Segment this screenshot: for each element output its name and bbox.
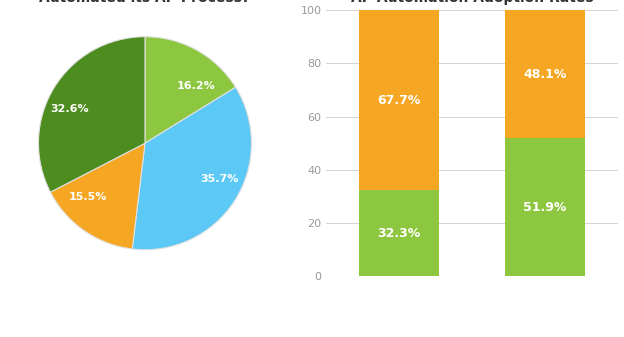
Wedge shape <box>145 37 236 143</box>
Bar <box>359 10 439 190</box>
Bar <box>505 10 585 138</box>
Wedge shape <box>132 87 251 250</box>
Text: 48.1%: 48.1% <box>524 68 567 81</box>
Title: Has Your Organization
Automated its AP Process?: Has Your Organization Automated its AP P… <box>39 0 250 5</box>
Text: 51.9%: 51.9% <box>524 201 567 214</box>
Text: 35.7%: 35.7% <box>201 174 239 184</box>
Wedge shape <box>39 37 145 192</box>
Title: AP Automation Adoption Rates: AP Automation Adoption Rates <box>351 0 593 5</box>
Wedge shape <box>51 143 145 249</box>
Text: 67.7%: 67.7% <box>378 94 421 107</box>
Text: 15.5%: 15.5% <box>69 192 107 203</box>
Text: 32.3%: 32.3% <box>378 227 421 240</box>
Bar <box>505 138 585 276</box>
Bar <box>359 190 439 276</box>
Text: 16.2%: 16.2% <box>177 81 216 91</box>
Text: 32.6%: 32.6% <box>50 104 89 114</box>
